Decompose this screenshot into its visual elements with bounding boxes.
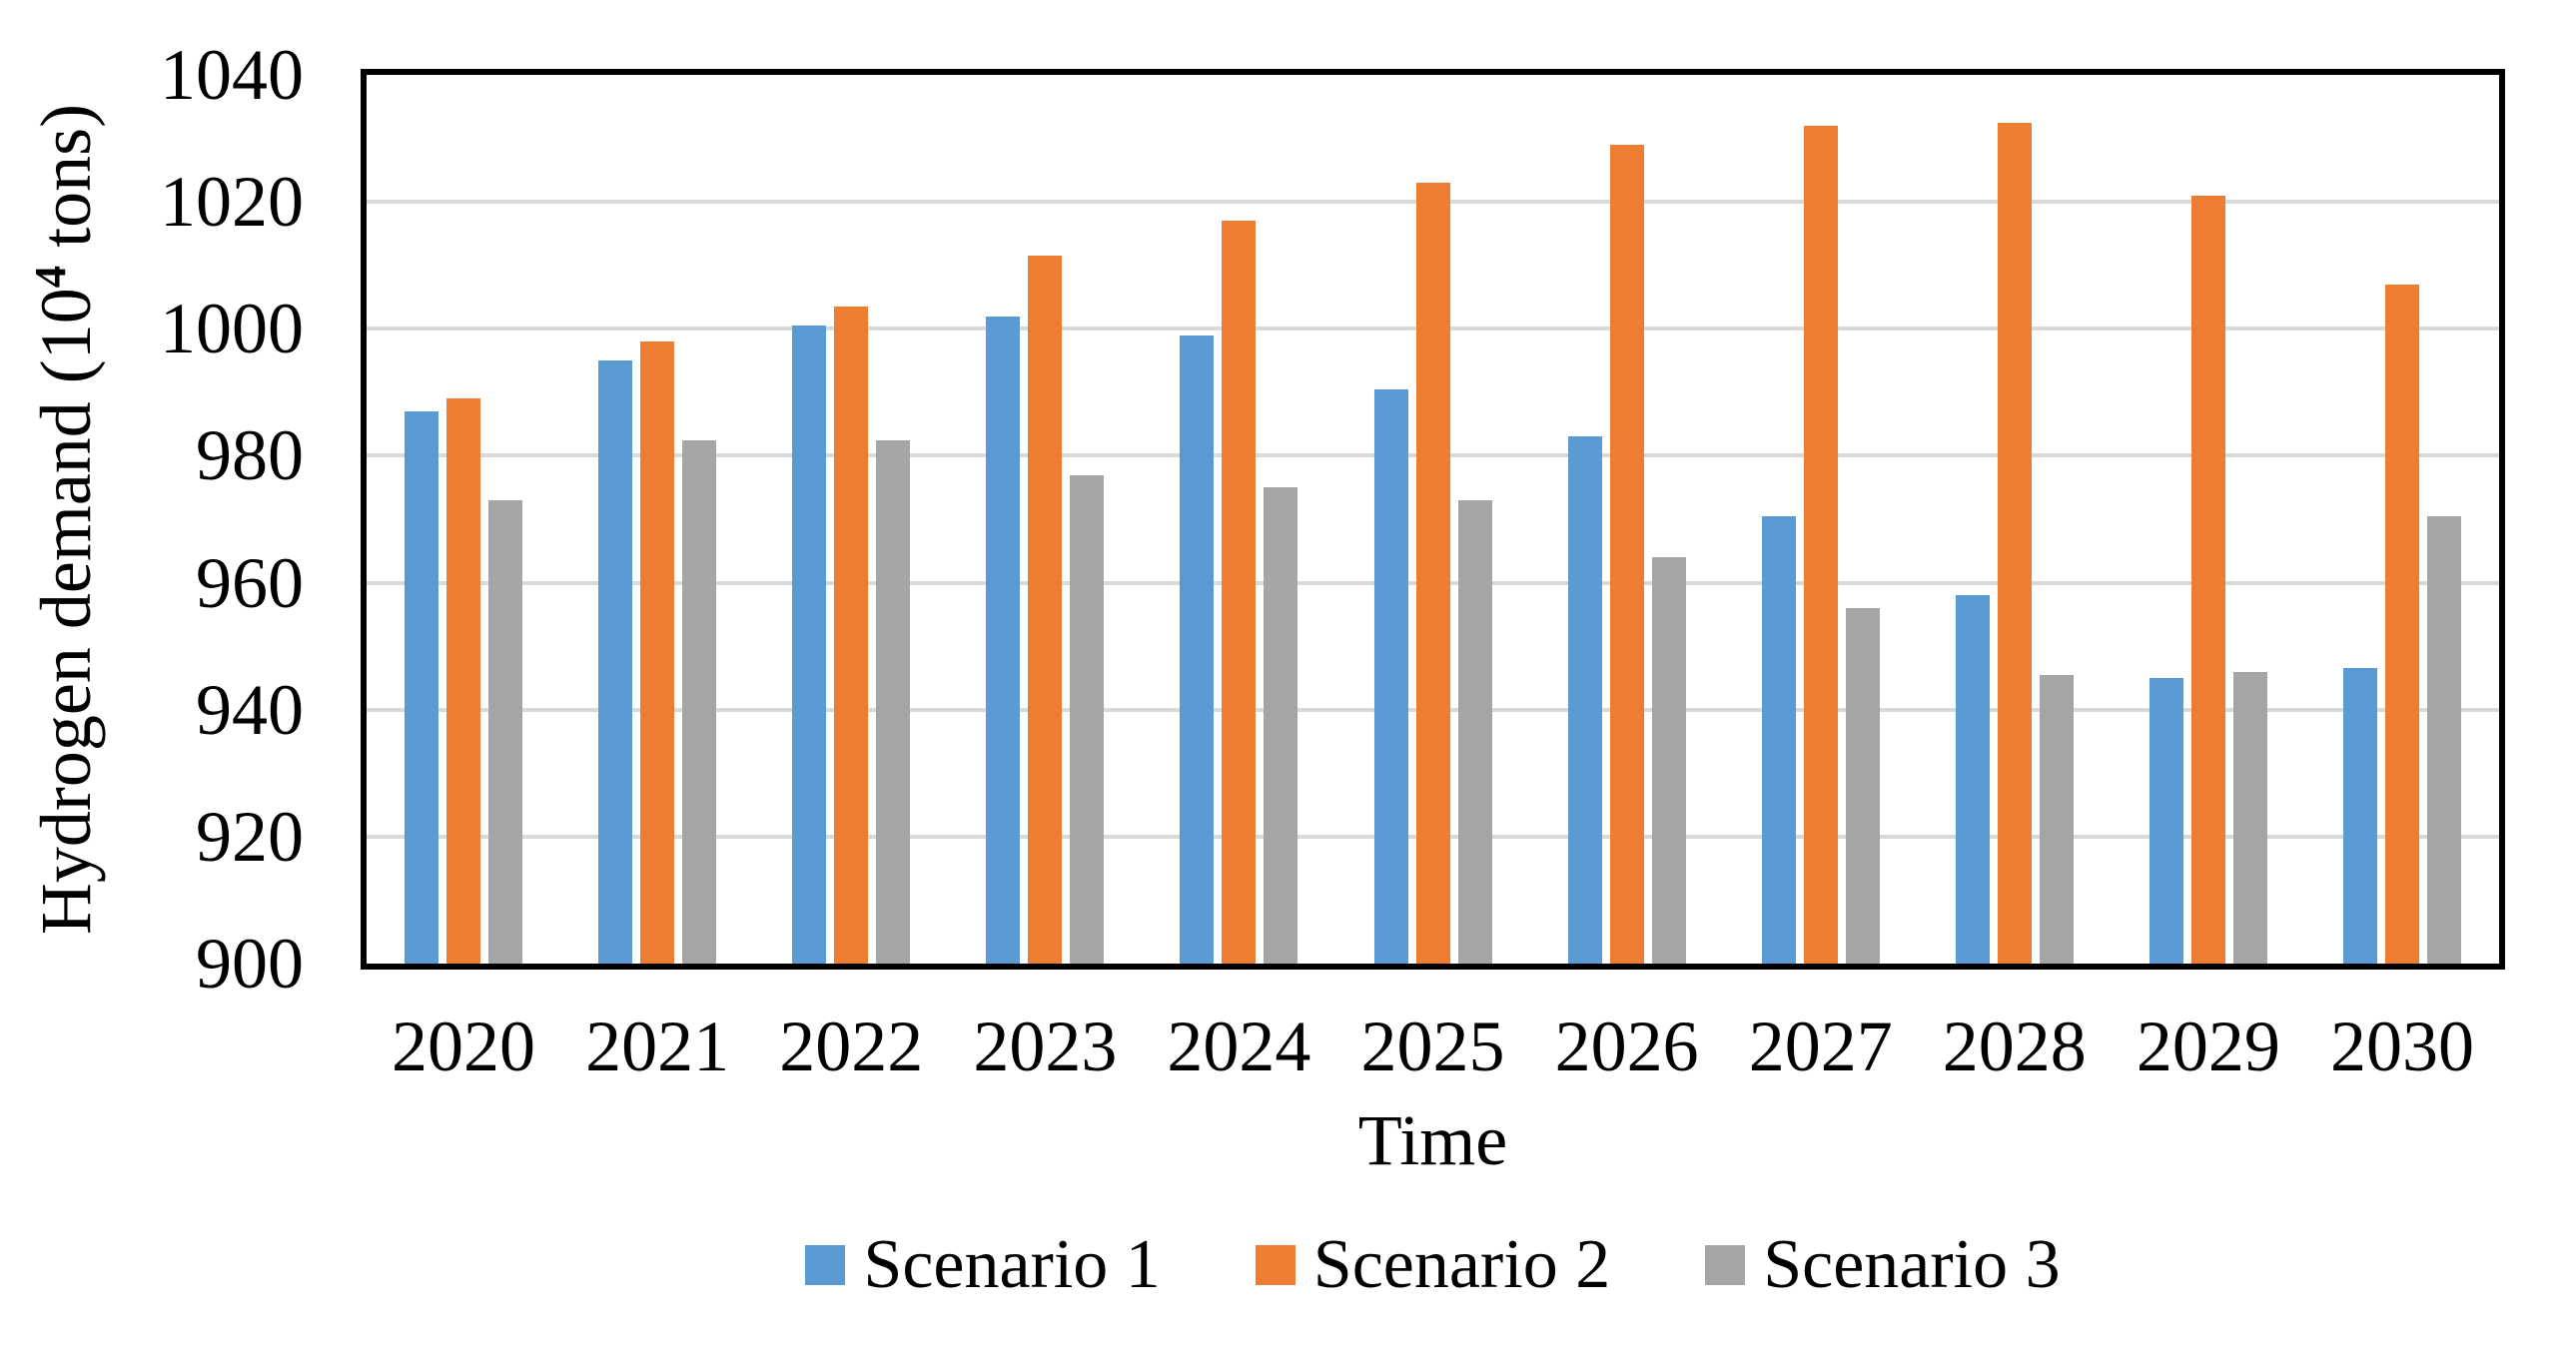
bar-group-2028 (1918, 75, 2112, 964)
y-tick-label-940: 940 (196, 669, 304, 750)
x-tick-label-2029: 2029 (2136, 1007, 2280, 1086)
x-tick-label-2026: 2026 (1554, 1007, 1699, 1086)
legend-label: Scenario 2 (1312, 1226, 1611, 1303)
bar-2028-scenario-1 (1955, 595, 1990, 964)
bar-group-2026 (1530, 75, 1724, 964)
bar-2027-scenario-1 (1761, 515, 1796, 964)
bar-2024-scenario-3 (1264, 487, 1298, 964)
y-tick-label-1020: 1020 (160, 162, 304, 243)
bar-2024-scenario-2 (1222, 221, 1257, 964)
bar-2029-scenario-3 (2232, 671, 2267, 964)
bar-2021-scenario-2 (640, 341, 675, 964)
legend-item-scenario-1: Scenario 1 (805, 1226, 1161, 1303)
bar-2030-scenario-2 (2384, 284, 2419, 964)
bar-2020-scenario-3 (488, 499, 523, 964)
legend: Scenario 1 Scenario 2 Scenario 3 (367, 1230, 2499, 1300)
bar-2025-scenario-3 (1457, 499, 1492, 964)
legend-item-scenario-3: Scenario 3 (1705, 1226, 2061, 1303)
bar-2026-scenario-1 (1567, 436, 1602, 964)
bar-2022-scenario-2 (834, 307, 869, 964)
bar-2024-scenario-1 (1180, 335, 1215, 964)
x-axis-title: Time (1357, 1100, 1508, 1180)
bar-2029-scenario-2 (2190, 195, 2225, 964)
y-tick-label-980: 980 (196, 415, 304, 496)
legend-label: Scenario 1 (863, 1226, 1161, 1303)
x-tick-label-2021: 2021 (585, 1007, 730, 1086)
bar-2025-scenario-2 (1415, 183, 1450, 964)
bar-2029-scenario-1 (2148, 677, 2183, 964)
bar-2021-scenario-3 (682, 439, 717, 964)
x-axis-tick-labels: 2020 2021 2022 2023 2024 2025 2026 2027 2028 2029… (367, 1011, 2499, 1082)
bar-group-2029 (2112, 75, 2305, 964)
bar-2028-scenario-2 (1997, 122, 2032, 964)
legend-swatch-icon (805, 1245, 846, 1285)
bar-group-2020 (367, 75, 560, 964)
x-tick-label-2030: 2030 (2329, 1007, 2474, 1086)
bar-2020-scenario-2 (446, 398, 481, 964)
bar-2022-scenario-3 (876, 439, 911, 964)
bar-group-2030 (2305, 75, 2499, 964)
y-axis-tick-labels: 900 920 940 960 980 1000 1020 1040 (0, 0, 304, 1354)
bar-2025-scenario-1 (1373, 388, 1408, 964)
x-tick-label-2027: 2027 (1748, 1007, 1893, 1086)
y-tick-label-1000: 1000 (160, 289, 304, 369)
bar-group-2024 (1142, 75, 1335, 964)
legend-swatch-icon (1705, 1245, 1746, 1285)
x-tick-label-2023: 2023 (973, 1007, 1118, 1086)
bar-group-2021 (560, 75, 754, 964)
bar-groups (367, 75, 2499, 964)
bar-group-2023 (948, 75, 1142, 964)
y-tick-label-900: 900 (196, 924, 304, 1004)
bar-2023-scenario-2 (1028, 256, 1063, 964)
x-tick-label-2028: 2028 (1942, 1007, 2087, 1086)
y-tick-label-920: 920 (196, 796, 304, 877)
legend-swatch-icon (1255, 1245, 1295, 1285)
bar-2027-scenario-3 (1845, 608, 1880, 964)
bar-2023-scenario-3 (1070, 474, 1105, 964)
x-tick-label-2022: 2022 (779, 1007, 924, 1086)
x-tick-label-2024: 2024 (1167, 1007, 1311, 1086)
bar-2026-scenario-2 (1609, 144, 1644, 964)
bar-2020-scenario-1 (405, 410, 439, 964)
bar-2022-scenario-1 (792, 326, 827, 964)
x-tick-label-2020: 2020 (392, 1007, 536, 1086)
x-tick-label-2025: 2025 (1360, 1007, 1505, 1086)
bar-group-2022 (754, 75, 948, 964)
bar-2027-scenario-2 (1803, 125, 1838, 964)
bar-2021-scenario-1 (598, 360, 633, 964)
bar-group-2027 (1724, 75, 1918, 964)
plot-area (367, 75, 2499, 964)
y-tick-label-1040: 1040 (160, 35, 304, 115)
legend-item-scenario-2: Scenario 2 (1255, 1226, 1611, 1303)
bar-group-2025 (1335, 75, 1529, 964)
bar-2023-scenario-1 (986, 316, 1021, 964)
legend-label: Scenario 3 (1763, 1226, 2061, 1303)
bar-2026-scenario-3 (1651, 557, 1686, 964)
y-tick-label-960: 960 (196, 542, 304, 623)
bar-2028-scenario-3 (2039, 674, 2074, 964)
bar-2030-scenario-3 (2426, 515, 2461, 964)
bar-2030-scenario-1 (2342, 668, 2377, 964)
